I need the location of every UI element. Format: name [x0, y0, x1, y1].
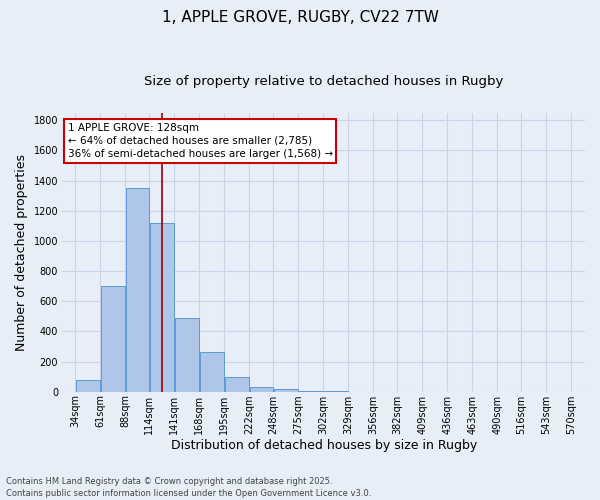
Text: Contains HM Land Registry data © Crown copyright and database right 2025.
Contai: Contains HM Land Registry data © Crown c…: [6, 476, 371, 498]
Y-axis label: Number of detached properties: Number of detached properties: [15, 154, 28, 350]
Bar: [299, 391, 323, 392]
X-axis label: Distribution of detached houses by size in Rugby: Distribution of detached houses by size …: [170, 440, 477, 452]
Bar: [175, 318, 199, 392]
Bar: [224, 376, 249, 392]
Bar: [250, 387, 273, 392]
Bar: [76, 380, 100, 392]
Title: Size of property relative to detached houses in Rugby: Size of property relative to detached ho…: [144, 75, 503, 88]
Bar: [149, 223, 174, 392]
Bar: [125, 188, 149, 392]
Text: 1, APPLE GROVE, RUGBY, CV22 7TW: 1, APPLE GROVE, RUGBY, CV22 7TW: [161, 10, 439, 25]
Bar: [101, 286, 125, 392]
Bar: [274, 390, 298, 392]
Bar: [200, 352, 224, 392]
Text: 1 APPLE GROVE: 128sqm
← 64% of detached houses are smaller (2,785)
36% of semi-d: 1 APPLE GROVE: 128sqm ← 64% of detached …: [68, 122, 332, 159]
